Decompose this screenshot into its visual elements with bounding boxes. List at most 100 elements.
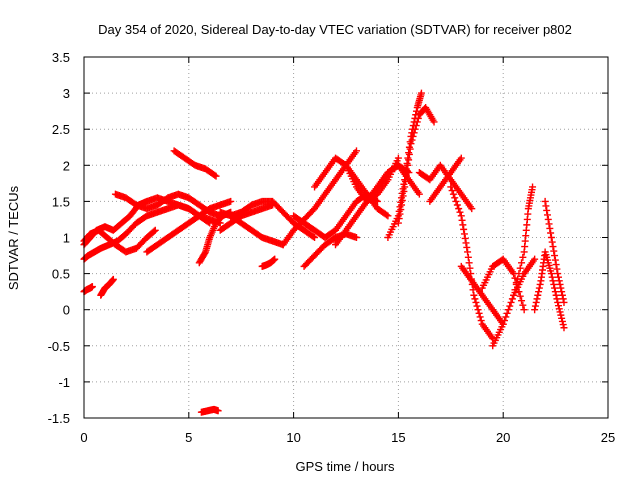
data-point <box>471 295 479 303</box>
data-point <box>514 275 522 283</box>
data-point <box>464 248 472 256</box>
series-prn-o <box>279 147 360 249</box>
data-point <box>533 295 541 303</box>
y-tick-label: 0 <box>63 303 70 318</box>
data-point <box>515 270 523 278</box>
data-point <box>535 284 543 292</box>
data-point <box>558 291 566 299</box>
data-point <box>547 270 555 278</box>
y-tick-label: 1.5 <box>52 194 70 209</box>
data-point <box>394 219 402 227</box>
data-point <box>550 280 558 288</box>
data-point <box>458 216 466 224</box>
data-point <box>309 233 317 241</box>
data-point <box>461 234 469 242</box>
data-point <box>399 192 407 200</box>
data-point <box>560 298 568 306</box>
data-point <box>548 238 556 246</box>
series-prn-l <box>216 208 287 249</box>
data-point <box>520 306 528 314</box>
data-point <box>558 317 566 325</box>
data-point <box>507 298 515 306</box>
data-point <box>204 218 212 226</box>
data-point <box>516 292 524 300</box>
data-point <box>415 190 423 198</box>
data-point <box>473 302 481 310</box>
series-prn-j <box>197 405 222 416</box>
data-point <box>558 288 566 296</box>
data-point <box>547 229 555 237</box>
data-point <box>556 308 564 316</box>
series-prn-ab <box>478 255 528 314</box>
data-point <box>558 314 566 322</box>
data-point <box>398 196 406 204</box>
data-point <box>453 201 461 209</box>
data-point <box>109 275 117 283</box>
series-prn-y <box>426 154 465 205</box>
series-prn-a <box>80 194 224 249</box>
series-prn-c <box>80 226 159 256</box>
data-point <box>462 239 470 247</box>
data-point <box>271 255 279 263</box>
data-point <box>555 277 563 285</box>
data-point <box>412 122 420 130</box>
series-prn-w <box>394 104 438 227</box>
data-point <box>405 156 413 164</box>
data-point <box>511 286 519 294</box>
data-point <box>455 205 463 213</box>
data-point <box>549 277 557 285</box>
data-point <box>395 215 403 223</box>
data-point <box>553 295 561 303</box>
series-prn-x <box>415 161 476 213</box>
data-point <box>449 190 457 198</box>
data-point <box>541 197 549 205</box>
grid-lines <box>84 57 608 418</box>
data-point <box>542 202 550 210</box>
data-point <box>464 253 472 261</box>
data-point <box>518 297 526 305</box>
data-point <box>414 114 422 122</box>
data-point <box>554 298 562 306</box>
data-point <box>227 197 235 205</box>
data-point <box>448 187 456 195</box>
data-points <box>80 89 568 416</box>
data-point <box>544 215 552 223</box>
data-point <box>516 264 524 272</box>
data-point <box>529 183 537 191</box>
data-point <box>551 284 559 292</box>
series-prn-ad <box>510 183 537 299</box>
data-point <box>556 280 564 288</box>
series-prn-af <box>541 197 568 306</box>
data-point <box>465 259 473 267</box>
y-tick-labels: -1.5 -1 -0.5 0 0.5 1 1.5 2 2.5 3 3.5 <box>48 50 70 426</box>
series-prn-ae <box>531 248 568 332</box>
data-point <box>402 172 410 180</box>
data-point <box>535 288 543 296</box>
data-point <box>519 301 527 309</box>
data-point <box>407 140 415 148</box>
data-point <box>551 256 559 264</box>
data-point <box>403 167 411 175</box>
plot-frame <box>83 56 609 419</box>
chart-title: Day 354 of 2020, Sidereal Day-to-day VTE… <box>98 22 572 37</box>
data-point <box>397 206 405 214</box>
y-tick-label: 3 <box>63 86 70 101</box>
data-point <box>412 107 420 115</box>
data-point <box>554 273 562 281</box>
data-point <box>460 225 468 233</box>
series-prn-d <box>80 283 96 296</box>
data-point <box>201 249 209 257</box>
data-point <box>552 261 560 269</box>
data-point <box>460 230 468 238</box>
data-point <box>532 298 540 306</box>
data-point <box>417 89 425 97</box>
data-point <box>559 321 567 329</box>
data-point <box>474 306 482 314</box>
y-tick-label: -1.5 <box>48 411 70 426</box>
x-tick-label: 20 <box>496 430 510 445</box>
data-point <box>206 219 214 227</box>
data-point <box>553 265 561 273</box>
data-point <box>409 132 417 140</box>
data-point <box>506 302 514 310</box>
data-point <box>504 306 512 314</box>
